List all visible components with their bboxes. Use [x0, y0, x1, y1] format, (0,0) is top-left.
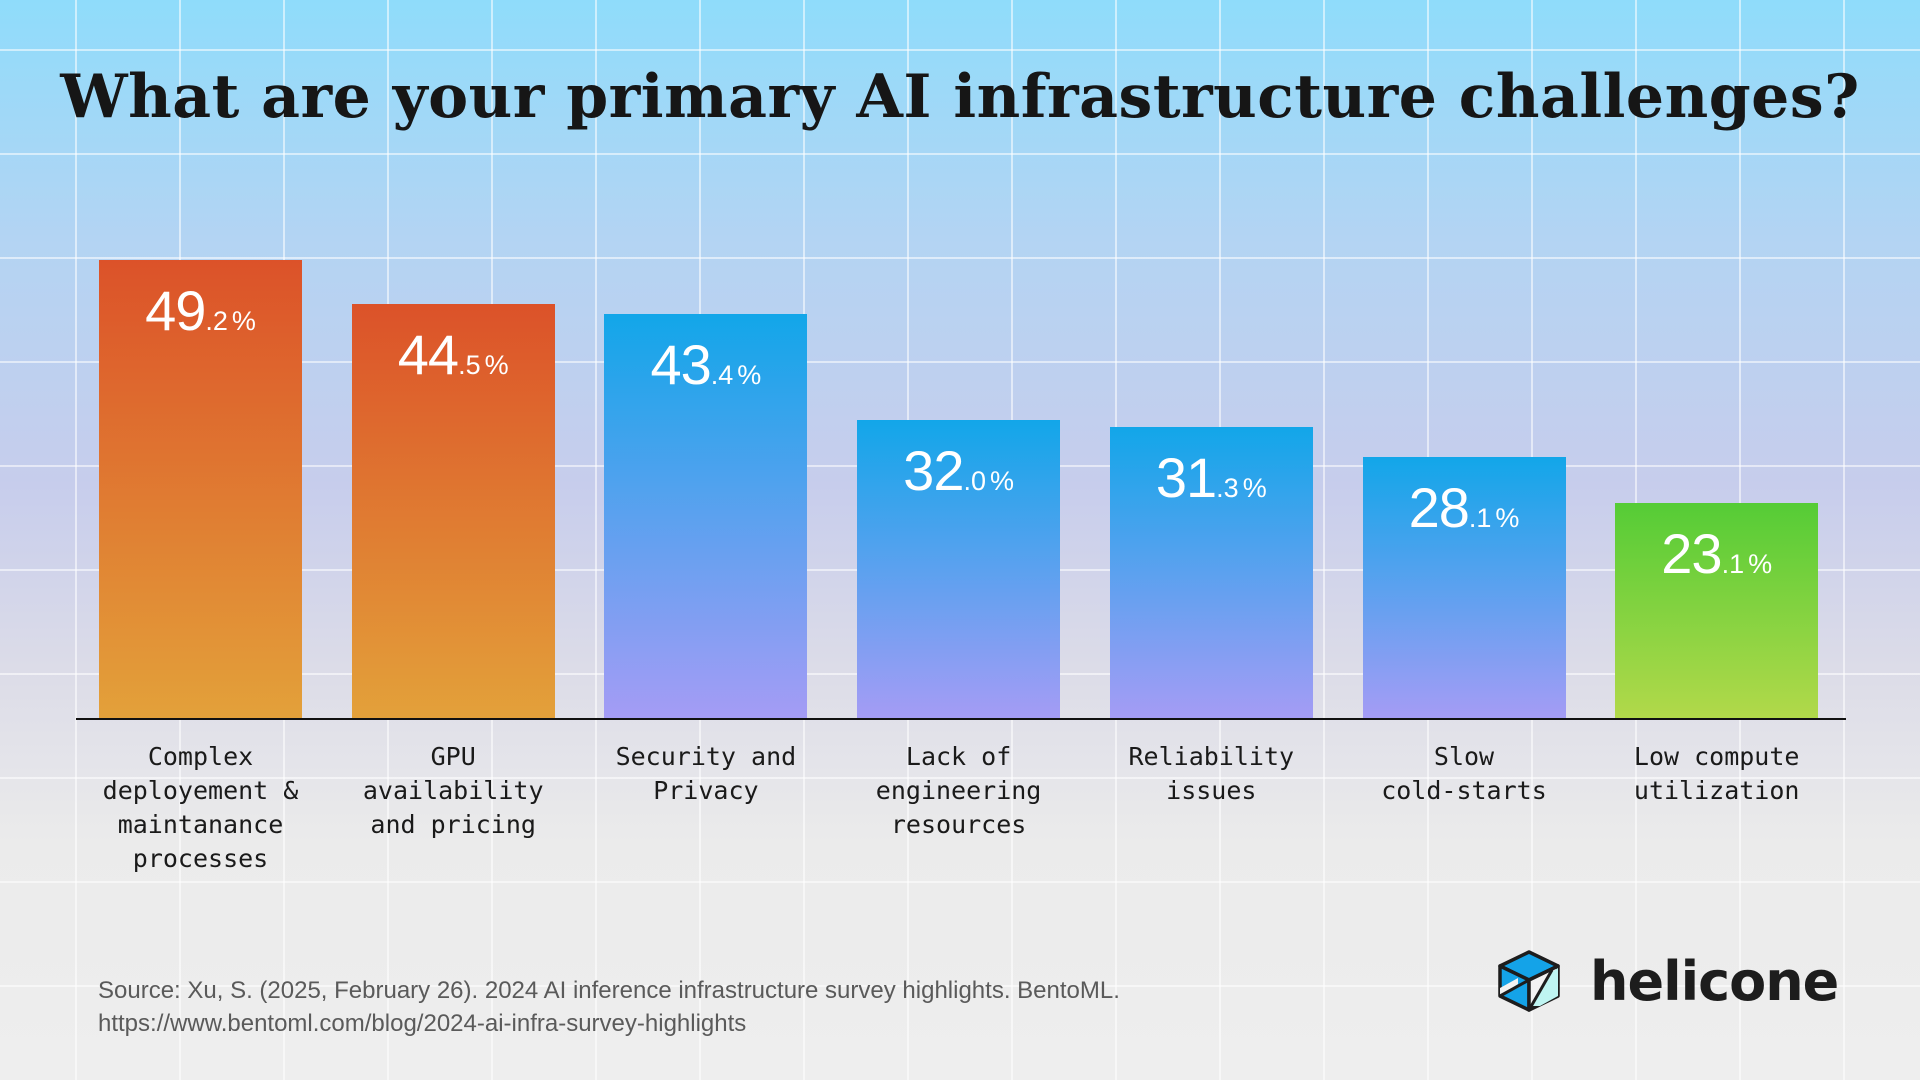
data-label-integer: 23 [1661, 522, 1722, 586]
data-label: 31.3% [1110, 445, 1313, 510]
data-label-unit: % [1748, 549, 1773, 580]
data-label-integer: 44 [397, 322, 459, 386]
source-line-1: Source: Xu, S. (2025, February 26). 2024… [98, 977, 1120, 1004]
data-label-unit: % [1495, 502, 1520, 533]
source-citation: Source: Xu, S. (2025, February 26). 2024… [98, 974, 1120, 1040]
chart-title: What are your primary AI infrastructure … [60, 62, 1860, 132]
data-label-unit: % [1242, 472, 1267, 503]
category-label-line: deployement & [102, 776, 299, 805]
data-label-integer: 31 [1155, 445, 1217, 509]
category-label: GPU availability and pricing [327, 740, 579, 842]
logo-text: helicone [1590, 949, 1839, 1013]
data-label: 44.5% [352, 322, 555, 387]
category-label-line: Low compute [1633, 742, 1800, 771]
data-label-unit: % [231, 306, 256, 336]
data-label-decimal: .3 [1216, 472, 1239, 503]
data-label-integer: 32 [903, 439, 964, 503]
bar: 32.0% [857, 420, 1061, 719]
data-label-integer: 49 [145, 279, 206, 342]
data-label-decimal: .0 [963, 466, 986, 497]
category-label-line: utilization [1633, 776, 1800, 805]
category-label: Complex deployement & maintanance processes [75, 740, 327, 876]
category-label: Reliability issues [1085, 740, 1337, 808]
category-label-line: GPU [430, 742, 476, 771]
category-label-line: processes [132, 844, 269, 873]
data-label-decimal: .1 [1468, 502, 1492, 533]
source-url: https://www.bentoml.com/blog/2024-ai-inf… [98, 1010, 747, 1037]
data-label-unit: % [737, 360, 762, 391]
category-label: Low compute utilization [1591, 740, 1843, 808]
category-label-line: engineering [875, 776, 1042, 805]
data-label-decimal: .2 [205, 306, 228, 336]
bar: 44.5% [351, 303, 555, 719]
bar: 49.2% [99, 260, 302, 719]
bar: 23.1% [1615, 503, 1819, 719]
data-label: 49.2% [99, 278, 302, 343]
category-label-line: and pricing [370, 810, 536, 839]
data-label-decimal: .4 [710, 360, 734, 391]
category-label: Security and Privacy [580, 740, 832, 808]
category-label-line: availability [362, 776, 544, 805]
helicone-cube-icon [1498, 950, 1560, 1012]
data-label: 28.1% [1363, 475, 1566, 540]
category-label-line: issues [1166, 776, 1257, 805]
category-label: Lack of engineering resources [833, 740, 1085, 842]
category-label-line: cold-starts [1381, 776, 1547, 805]
bar: 28.1% [1362, 456, 1566, 719]
category-label-line: resources [890, 810, 1027, 839]
category-label-line: Privacy [653, 776, 759, 805]
bar: 43.4% [604, 314, 808, 719]
category-label: Slow cold-starts [1338, 740, 1590, 808]
data-label: 32.0% [857, 438, 1060, 503]
data-label-decimal: .1 [1721, 549, 1745, 580]
bar: 31.3% [1109, 426, 1313, 719]
data-label: 43.4% [604, 332, 807, 397]
category-label-line: Reliability [1128, 742, 1295, 771]
data-label-unit: % [990, 466, 1015, 497]
data-label-integer: 43 [650, 333, 711, 397]
category-label-line: Lack of [905, 742, 1012, 771]
x-axis-line [76, 718, 1846, 720]
category-label-line: Complex [147, 742, 254, 771]
data-label-decimal: .5 [458, 349, 481, 380]
category-label-line: Security and [615, 742, 797, 771]
category-label-line: maintanance [117, 810, 284, 839]
data-label: 23.1% [1615, 521, 1818, 586]
data-label-unit: % [484, 349, 509, 380]
data-label-integer: 28 [1408, 475, 1470, 539]
category-label-line: Slow [1433, 742, 1495, 771]
helicone-logo: helicone [1496, 948, 1839, 1014]
